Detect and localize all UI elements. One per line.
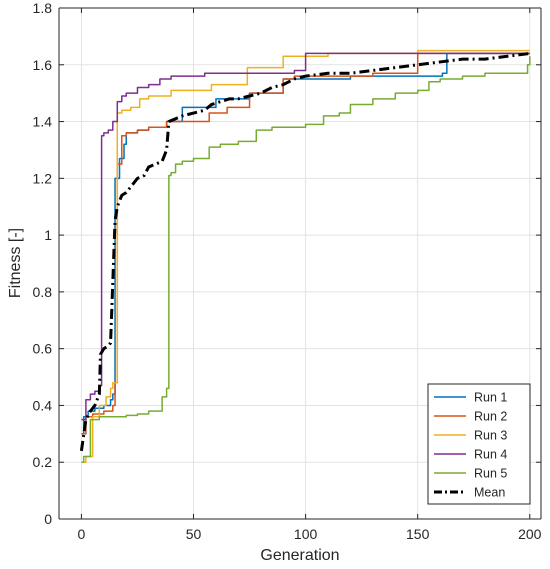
x-tick-label: 100 <box>294 526 318 542</box>
x-tick-label: 0 <box>78 526 86 542</box>
y-tick-label: 1.2 <box>33 170 53 186</box>
y-tick-label: 1.8 <box>33 0 53 16</box>
series-line-run-4 <box>81 52 530 421</box>
y-tick-label: 0 <box>44 511 52 527</box>
legend-label: Mean <box>474 486 505 500</box>
legend-label: Run 2 <box>474 410 507 424</box>
y-tick-label: 1.6 <box>33 57 53 73</box>
series-line-run-3 <box>81 49 530 463</box>
y-tick-label: 1.4 <box>33 114 53 130</box>
series-line-run-5 <box>81 56 531 463</box>
legend-box <box>427 383 531 505</box>
ticks: 0 50 100 150 200 0 0.2 0.4 0.6 0.8 1 1.2 1.4 1.6 1.8 <box>33 0 542 542</box>
legend-label: Run 1 <box>474 391 507 405</box>
legend-label: Run 3 <box>474 429 507 443</box>
y-tick-label: 0.8 <box>33 284 53 300</box>
series-line-mean <box>79 51 530 452</box>
x-tick-label: 150 <box>406 526 430 542</box>
y-tick-label: 1 <box>44 227 52 243</box>
y-tick-label: 0.2 <box>33 454 53 470</box>
y-tick-label: 0.4 <box>33 397 53 413</box>
legend-label: Run 5 <box>474 467 507 481</box>
axes <box>58 7 542 520</box>
legend-label: Run 4 <box>474 448 507 462</box>
x-tick-label: 50 <box>186 526 202 542</box>
y-tick-label: 0.6 <box>33 341 53 357</box>
series-line-run-2 <box>81 52 530 435</box>
x-tick-label: 200 <box>518 526 542 542</box>
series-layer <box>79 49 531 463</box>
legend: Run 1 Run 2 Run 3 Run 4 Run 5 Mean <box>427 383 531 505</box>
y-axis-label: Fitness [-] <box>7 228 24 298</box>
x-axis-label: Generation <box>260 547 339 564</box>
